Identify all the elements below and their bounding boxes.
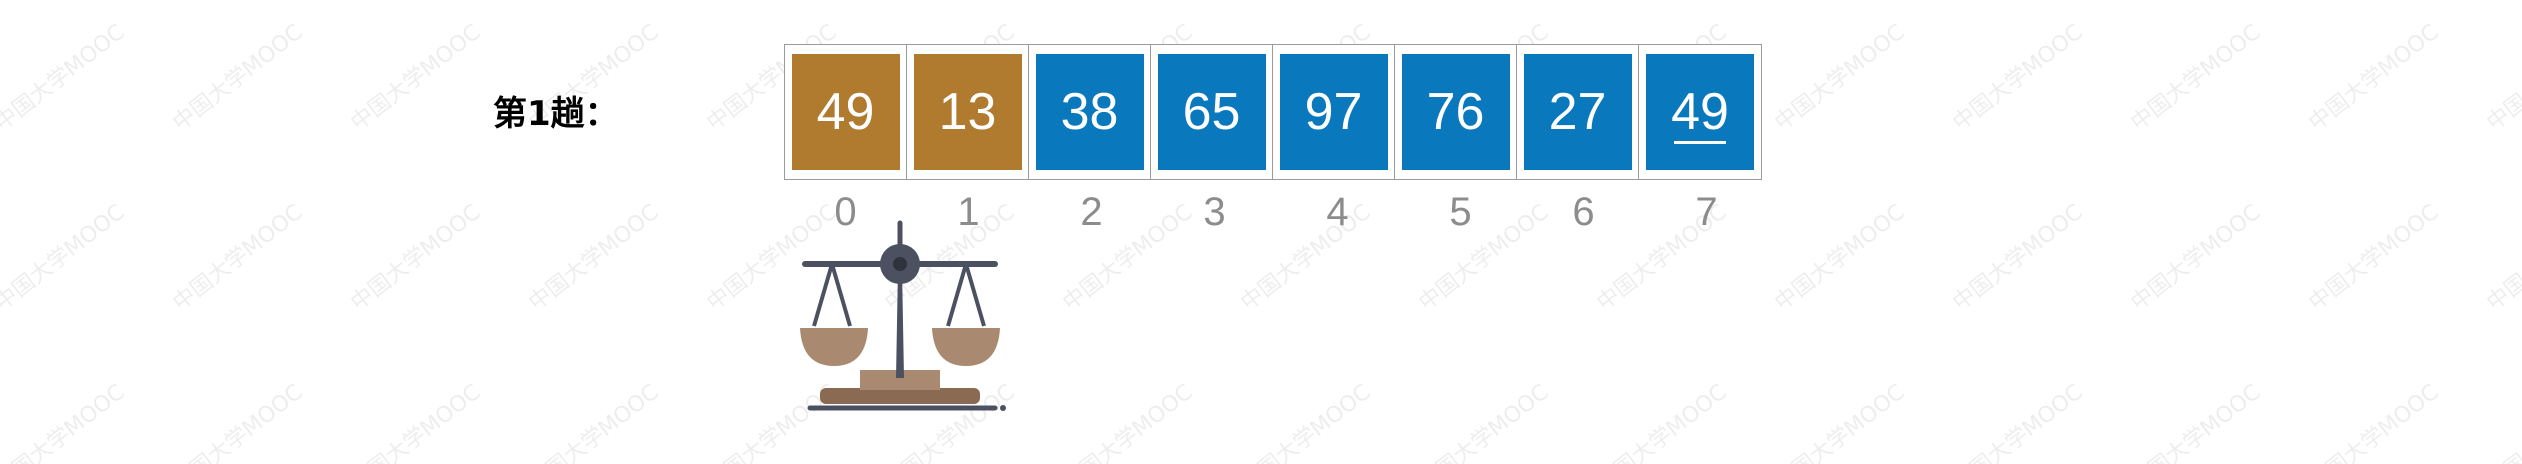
array-cell-4: 97: [1273, 45, 1395, 179]
watermark-text: 中国大学MOOC: [1770, 379, 1910, 464]
index-label: 5: [1449, 190, 1472, 234]
watermark-text: 中国大学MOOC: [2126, 379, 2266, 464]
cell-value-5: 76: [1401, 54, 1510, 170]
array-cell-6: 27: [1517, 45, 1639, 179]
cell-value-2: 38: [1035, 54, 1144, 170]
cell-number: 49: [816, 83, 875, 141]
array-cell-1: 13: [907, 45, 1029, 179]
watermark-text: 中国大学MOOC: [1414, 379, 1554, 464]
watermark-text: 中国大学MOOC: [1058, 379, 1198, 464]
watermark-text: 中国大学MOOC: [2482, 379, 2522, 464]
watermark-text: 中国大学MOOC: [168, 19, 308, 137]
index-label: 0: [834, 190, 857, 234]
cell-number: 76: [1426, 83, 1485, 141]
cell-number: 49: [1671, 83, 1729, 141]
cell-value-7: 49: [1646, 54, 1754, 170]
index-label: 2: [1080, 190, 1103, 234]
watermark-text: 中国大学MOOC: [2482, 199, 2522, 317]
watermark-text: 中国大学MOOC: [346, 19, 486, 137]
index-row: 0 1 2 3 4 5 6 7: [784, 190, 1768, 235]
cell-number: 27: [1548, 83, 1607, 141]
watermark-text: 中国大学MOOC: [1592, 379, 1732, 464]
watermark-text: 中国大学MOOC: [168, 379, 308, 464]
pivot-underline: [1674, 141, 1726, 144]
cell-value-4: 97: [1279, 54, 1388, 170]
watermark-text: 中国大学MOOC: [346, 379, 486, 464]
array-cell-2: 38: [1029, 45, 1151, 179]
index-label: 3: [1203, 190, 1226, 234]
watermark-text: 中国大学MOOC: [1948, 379, 2088, 464]
watermark-text: 中国大学MOOC: [1948, 199, 2088, 317]
cell-number: 65: [1182, 83, 1241, 141]
index-label: 4: [1326, 190, 1349, 234]
array-cell-3: 65: [1151, 45, 1273, 179]
watermark-text: 中国大学MOOC: [2304, 199, 2444, 317]
watermark-text: 中国大学MOOC: [0, 19, 130, 137]
cell-number: 13: [938, 83, 997, 141]
watermark-text: 中国大学MOOC: [1948, 19, 2088, 137]
watermark-text: 中国大学MOOC: [168, 199, 308, 317]
watermark-text: 中国大学MOOC: [2482, 19, 2522, 137]
cell-number: 97: [1304, 83, 1363, 141]
watermark-text: 中国大学MOOC: [1770, 199, 1910, 317]
watermark-text: 中国大学MOOC: [1236, 379, 1376, 464]
watermark-text: 中国大学MOOC: [2304, 19, 2444, 137]
index-label: 6: [1572, 190, 1595, 234]
array-cell-5: 76: [1395, 45, 1517, 179]
index-label: 7: [1695, 190, 1718, 234]
watermark-text: 中国大学MOOC: [2304, 379, 2444, 464]
index-label: 1: [957, 190, 980, 234]
watermark-text: 中国大学MOOC: [346, 199, 486, 317]
cell-number: 38: [1060, 83, 1119, 141]
balance-scale-icon: [800, 220, 1006, 411]
array-cell-0: 49: [785, 45, 907, 179]
watermark-text: 中国大学MOOC: [524, 379, 664, 464]
pass-label: 第1趟：: [493, 94, 619, 134]
watermark-text: 中国大学MOOC: [0, 379, 130, 464]
cell-value-3: 65: [1157, 54, 1266, 170]
array-row: 49 13 38 65 97 76 27 49: [784, 44, 1762, 180]
watermark-text: 中国大学MOOC: [1770, 19, 1910, 137]
cell-value-0: 49: [791, 54, 900, 170]
watermark-text: 中国大学MOOC: [524, 199, 664, 317]
cell-value-6: 27: [1523, 54, 1632, 170]
array-cell-7: 49: [1639, 45, 1761, 179]
watermark-text: 中国大学MOOC: [0, 199, 130, 317]
watermark-text: 中国大学MOOC: [2126, 19, 2266, 137]
watermark-text: 中国大学MOOC: [2126, 199, 2266, 317]
cell-value-1: 13: [913, 54, 1022, 170]
